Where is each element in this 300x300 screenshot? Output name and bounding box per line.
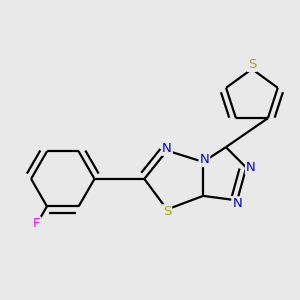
Text: S: S [248,58,256,71]
Text: S: S [163,205,171,218]
Text: N: N [162,142,172,155]
Text: F: F [33,218,40,230]
Text: N: N [246,161,256,174]
Text: N: N [200,153,209,166]
Text: N: N [232,197,242,210]
